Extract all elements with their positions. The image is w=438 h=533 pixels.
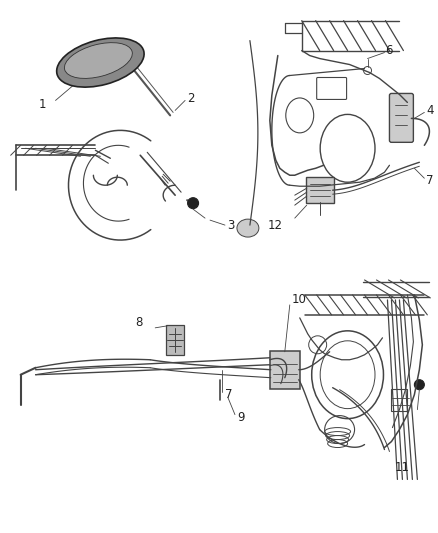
Ellipse shape (64, 43, 132, 78)
FancyBboxPatch shape (389, 93, 413, 142)
Text: 10: 10 (292, 293, 307, 306)
Text: 6: 6 (385, 44, 393, 57)
Circle shape (414, 379, 424, 390)
Text: 4: 4 (426, 104, 434, 117)
Text: 3: 3 (227, 219, 234, 232)
Circle shape (187, 198, 198, 208)
Text: 1: 1 (39, 98, 46, 111)
Text: 9: 9 (237, 411, 244, 424)
FancyBboxPatch shape (166, 325, 184, 355)
Ellipse shape (237, 219, 259, 237)
Text: 2: 2 (187, 92, 194, 105)
Text: 12: 12 (268, 219, 283, 232)
Text: 7: 7 (426, 174, 434, 187)
FancyBboxPatch shape (270, 351, 300, 389)
Text: 11: 11 (395, 461, 410, 474)
FancyBboxPatch shape (306, 177, 334, 203)
Text: 8: 8 (135, 317, 143, 329)
Text: 7: 7 (225, 388, 233, 401)
Ellipse shape (57, 38, 144, 87)
